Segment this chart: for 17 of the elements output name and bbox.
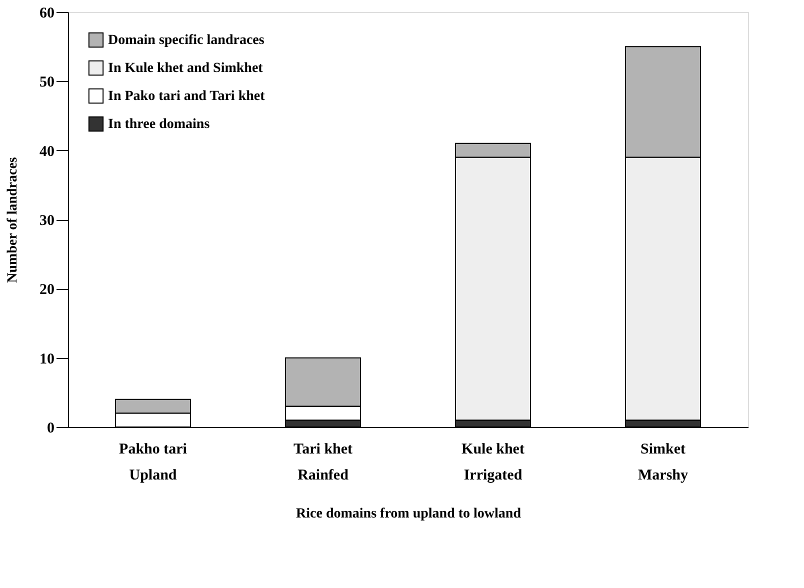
- y-tick-label: 50: [40, 74, 54, 91]
- x-axis-title: Rice domains from upland to lowland: [296, 506, 522, 522]
- legend-label: In Kule khet and Simkhet: [108, 61, 264, 76]
- x-tick-label: Tari khet Rainfed: [293, 442, 353, 484]
- y-tick-label: 0: [47, 420, 54, 436]
- y-tick-label: 30: [40, 213, 54, 229]
- legend-label: In three domains: [108, 117, 210, 132]
- legend-label: Domain specific landraces: [108, 33, 265, 48]
- x-tick-label: Kule khet Irrigated: [462, 442, 524, 484]
- y-tick-label: 20: [40, 282, 54, 298]
- y-axis-title: Number of landraces: [6, 156, 20, 283]
- legend-label: In Pako tari and Tari khet: [108, 89, 266, 104]
- y-tick-label: 60: [40, 6, 54, 22]
- x-tick-label: Simket Marshy: [638, 442, 688, 484]
- y-tick-label: 40: [40, 144, 54, 160]
- x-tick-label: Pakho tari Upland: [119, 442, 187, 484]
- y-tick-label: 10: [40, 351, 54, 368]
